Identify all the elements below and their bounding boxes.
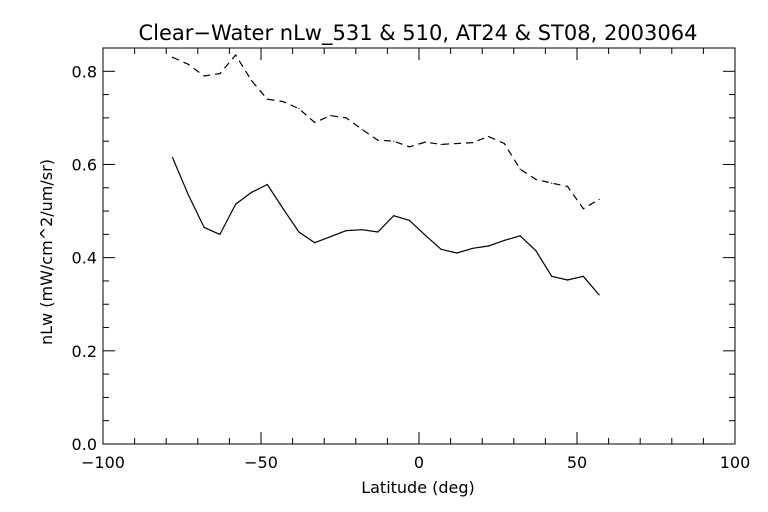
data-point [235, 203, 237, 205]
data-point [171, 156, 174, 159]
data-point [551, 275, 553, 277]
x-axis-label: Latitude (deg) [361, 478, 475, 497]
data-point [187, 194, 189, 196]
plot-frame [102, 47, 736, 445]
data-point [424, 234, 426, 236]
data-point [519, 168, 521, 170]
data-point [203, 75, 205, 77]
data-point [266, 183, 268, 186]
data-point [535, 178, 537, 180]
data-point [361, 128, 363, 131]
data-point [329, 114, 332, 117]
data-point [329, 236, 332, 238]
data-point [377, 231, 379, 233]
data-point [440, 143, 442, 146]
data-point [487, 135, 490, 138]
data-point [314, 121, 316, 124]
series-line-dashed [172, 54, 600, 210]
x-tick-label: 0 [414, 453, 424, 472]
data-point [472, 247, 474, 249]
data-point [519, 235, 521, 237]
y-tick-label: 0.4 [72, 249, 97, 268]
data-point [314, 242, 316, 244]
plot-lines [171, 54, 600, 296]
data-point [503, 239, 505, 242]
data-point [235, 54, 237, 56]
data-point [377, 139, 379, 141]
y-axis-label: nLw (mW/cm^2/um/sr) [37, 159, 56, 345]
data-point [472, 141, 474, 144]
data-point [393, 140, 395, 142]
data-point [345, 117, 347, 119]
x-tick-label: 100 [720, 453, 751, 472]
data-point [598, 294, 600, 296]
data-point [440, 248, 442, 250]
data-point [535, 250, 537, 252]
series-line-solid [171, 157, 600, 296]
x-tick-label: 50 [567, 453, 587, 472]
data-point [219, 73, 221, 75]
plot-axes: −100 −50 0 50 100 0.0 0.2 0.4 0.6 0.8 [72, 47, 751, 472]
data-point [582, 208, 584, 210]
x-tick-label: −100 [81, 453, 125, 472]
data-point [171, 56, 174, 58]
y-tick-label: 0.6 [72, 155, 97, 174]
data-point [298, 107, 300, 110]
y-tick-label: 0.8 [72, 62, 97, 81]
data-point [219, 233, 221, 235]
data-point [487, 245, 490, 247]
data-point [250, 80, 253, 82]
data-point [598, 198, 600, 201]
data-point [566, 279, 569, 281]
y-tick-label: 0.2 [72, 342, 97, 361]
data-point [408, 219, 411, 221]
data-point [266, 98, 268, 100]
data-point [408, 146, 411, 148]
data-point [345, 230, 347, 232]
data-point [282, 100, 284, 103]
data-point [298, 231, 300, 233]
data-point [361, 229, 363, 231]
data-point [187, 63, 189, 65]
data-point [456, 142, 458, 145]
data-point [250, 191, 253, 194]
data-point [503, 142, 505, 145]
y-tick-label: 0.0 [72, 435, 97, 454]
data-point [566, 185, 569, 187]
data-point [551, 182, 553, 184]
chart-title: Clear−Water nLw_531 & 510, AT24 & ST08, … [139, 21, 698, 46]
data-point [203, 226, 205, 228]
data-point [424, 141, 426, 143]
data-point [393, 215, 395, 217]
data-point [282, 208, 284, 210]
data-point [456, 252, 458, 254]
x-tick-label: −50 [244, 453, 278, 472]
data-point [582, 275, 584, 277]
